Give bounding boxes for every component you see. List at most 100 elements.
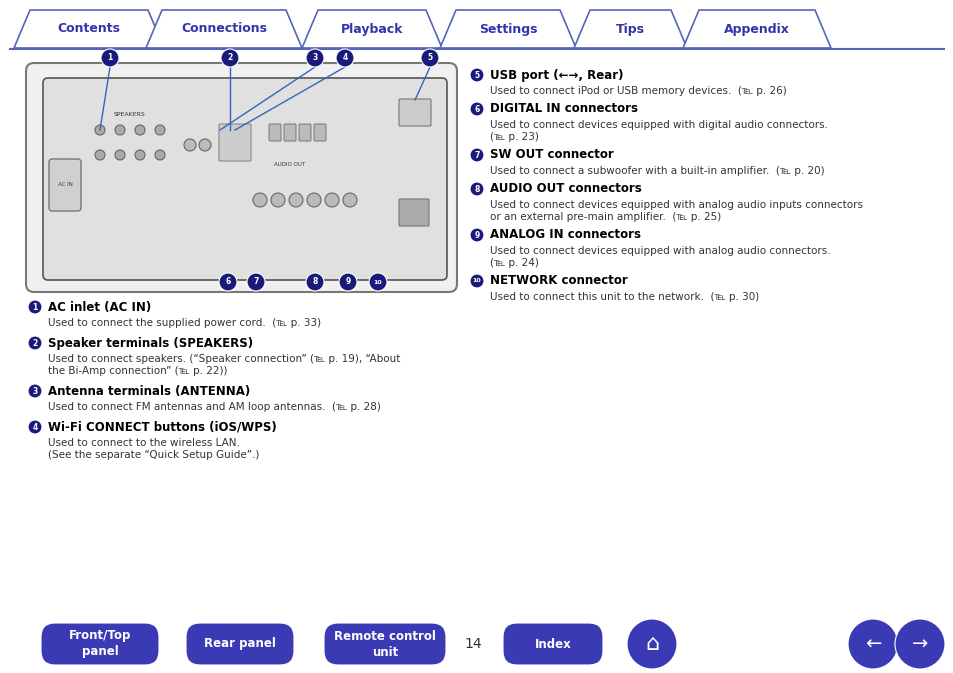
Circle shape: [154, 125, 165, 135]
Circle shape: [306, 273, 324, 291]
Text: ANALOG IN connectors: ANALOG IN connectors: [490, 229, 640, 242]
Polygon shape: [146, 10, 302, 48]
Circle shape: [338, 273, 356, 291]
Text: Settings: Settings: [478, 22, 537, 36]
Text: (℡ p. 23): (℡ p. 23): [490, 132, 538, 142]
FancyBboxPatch shape: [26, 63, 456, 292]
Circle shape: [101, 49, 119, 67]
Text: SPEAKERS: SPEAKERS: [114, 112, 146, 118]
Circle shape: [28, 300, 42, 314]
Text: Used to connect this unit to the network.  (℡ p. 30): Used to connect this unit to the network…: [490, 292, 759, 302]
Text: Used to connect devices equipped with digital audio connectors.: Used to connect devices equipped with di…: [490, 120, 827, 130]
Circle shape: [154, 150, 165, 160]
Circle shape: [369, 273, 387, 291]
Circle shape: [28, 384, 42, 398]
Text: 14: 14: [464, 637, 481, 651]
Circle shape: [325, 193, 338, 207]
Text: 6: 6: [474, 104, 479, 114]
Circle shape: [894, 619, 944, 669]
Text: 6: 6: [225, 277, 231, 287]
Text: 3: 3: [32, 386, 37, 396]
Text: Used to connect to the wireless LAN.: Used to connect to the wireless LAN.: [48, 438, 239, 448]
Text: AC inlet (AC IN): AC inlet (AC IN): [48, 301, 152, 314]
Polygon shape: [14, 10, 164, 48]
Circle shape: [470, 274, 483, 288]
Text: AUDIO OUT: AUDIO OUT: [274, 162, 305, 168]
FancyBboxPatch shape: [43, 78, 447, 280]
FancyBboxPatch shape: [269, 124, 281, 141]
Circle shape: [470, 102, 483, 116]
Text: Speaker terminals (SPEAKERS): Speaker terminals (SPEAKERS): [48, 336, 253, 349]
Text: Used to connect speakers. (“Speaker connection” (℡ p. 19), “About: Used to connect speakers. (“Speaker conn…: [48, 354, 400, 364]
Text: Tips: Tips: [616, 22, 644, 36]
Circle shape: [470, 182, 483, 196]
Text: 3: 3: [312, 53, 317, 63]
FancyBboxPatch shape: [298, 124, 311, 141]
Circle shape: [271, 193, 285, 207]
Circle shape: [95, 125, 105, 135]
Circle shape: [135, 125, 145, 135]
Circle shape: [95, 150, 105, 160]
FancyBboxPatch shape: [219, 124, 251, 161]
Text: 2: 2: [32, 339, 37, 347]
Text: 4: 4: [342, 53, 347, 63]
Text: Appendix: Appendix: [723, 22, 789, 36]
Circle shape: [470, 68, 483, 82]
FancyBboxPatch shape: [49, 159, 81, 211]
Text: 7: 7: [474, 151, 479, 160]
Text: the Bi-Amp connection” (℡ p. 22)): the Bi-Amp connection” (℡ p. 22)): [48, 366, 227, 376]
FancyBboxPatch shape: [41, 623, 159, 665]
Circle shape: [470, 148, 483, 162]
Text: (℡ p. 24): (℡ p. 24): [490, 258, 538, 268]
Text: SW OUT connector: SW OUT connector: [490, 149, 613, 162]
Text: (See the separate “Quick Setup Guide”.): (See the separate “Quick Setup Guide”.): [48, 450, 259, 460]
FancyBboxPatch shape: [398, 99, 431, 126]
Text: Used to connect the supplied power cord.  (℡ p. 33): Used to connect the supplied power cord.…: [48, 318, 321, 328]
Polygon shape: [682, 10, 830, 48]
FancyBboxPatch shape: [284, 124, 295, 141]
Text: Connections: Connections: [181, 22, 267, 36]
Text: ←: ←: [864, 635, 881, 653]
Text: Playback: Playback: [340, 22, 403, 36]
Circle shape: [335, 49, 354, 67]
Circle shape: [626, 619, 677, 669]
Circle shape: [115, 150, 125, 160]
Polygon shape: [302, 10, 441, 48]
Polygon shape: [574, 10, 686, 48]
Text: NETWORK connector: NETWORK connector: [490, 275, 627, 287]
Text: 5: 5: [427, 53, 432, 63]
Text: Used to connect devices equipped with analog audio inputs connectors: Used to connect devices equipped with an…: [490, 200, 862, 210]
Text: 1: 1: [32, 302, 37, 312]
Circle shape: [199, 139, 211, 151]
Circle shape: [28, 420, 42, 434]
Circle shape: [847, 619, 897, 669]
Circle shape: [115, 125, 125, 135]
Text: DIGITAL IN connectors: DIGITAL IN connectors: [490, 102, 638, 116]
Text: 2: 2: [227, 53, 233, 63]
Circle shape: [135, 150, 145, 160]
Text: 10: 10: [374, 279, 382, 285]
Circle shape: [470, 228, 483, 242]
Text: Wi-Fi CONNECT buttons (iOS/WPS): Wi-Fi CONNECT buttons (iOS/WPS): [48, 421, 276, 433]
Circle shape: [219, 273, 236, 291]
Text: USB port (←→, Rear): USB port (←→, Rear): [490, 69, 623, 81]
Text: 9: 9: [345, 277, 351, 287]
Circle shape: [28, 336, 42, 350]
Text: →: →: [911, 635, 927, 653]
Text: Rear panel: Rear panel: [204, 637, 275, 651]
Text: 9: 9: [474, 230, 479, 240]
FancyBboxPatch shape: [314, 124, 326, 141]
FancyBboxPatch shape: [398, 199, 429, 226]
Circle shape: [307, 193, 320, 207]
Text: 8: 8: [312, 277, 317, 287]
Text: Antenna terminals (ANTENNA): Antenna terminals (ANTENNA): [48, 384, 250, 398]
Text: 7: 7: [253, 277, 258, 287]
Circle shape: [289, 193, 303, 207]
Circle shape: [221, 49, 239, 67]
Text: Index: Index: [534, 637, 571, 651]
Circle shape: [343, 193, 356, 207]
Text: Contents: Contents: [57, 22, 120, 36]
Circle shape: [420, 49, 438, 67]
Text: Remote control
unit: Remote control unit: [334, 629, 436, 658]
FancyBboxPatch shape: [186, 623, 294, 665]
